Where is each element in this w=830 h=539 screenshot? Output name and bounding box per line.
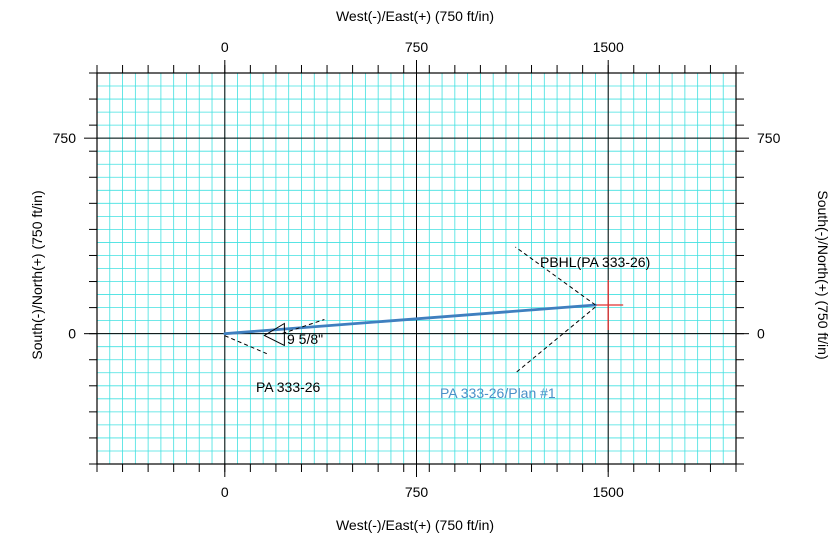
plot-frame bbox=[96, 72, 737, 465]
x-tick-label-top: 750 bbox=[405, 39, 429, 55]
annotation-well: PA 333-26 bbox=[256, 379, 321, 395]
y-axis-label-left: South(-)/North(+) (750 ft/in) bbox=[29, 190, 45, 359]
casing-marker bbox=[263, 322, 285, 347]
series-line-plan bbox=[223, 303, 597, 336]
x-tick-label-top: 0 bbox=[221, 39, 229, 55]
annotation-pbhl: PBHL(PA 333-26) bbox=[540, 254, 650, 270]
annotation-plan: PA 333-26/Plan #1 bbox=[440, 385, 556, 401]
x-axis-label-top: West(-)/East(+) (750 ft/in) bbox=[336, 8, 494, 24]
y-tick-label-left: 0 bbox=[68, 326, 76, 342]
leader-plan bbox=[515, 306, 596, 374]
axes bbox=[96, 72, 737, 465]
y-tick-label-left: 750 bbox=[53, 130, 77, 146]
x-tick-label-bottom: 1500 bbox=[593, 484, 624, 500]
marks: PBHL(PA 333-26) 9 5/8" PA 333-26 PA 333-26/… bbox=[223, 246, 650, 401]
x-tick-label-top: 1500 bbox=[593, 39, 624, 55]
y-tick-label-right: 750 bbox=[757, 130, 781, 146]
y-axis-label-right: South(-)/North(+) (750 ft/in) bbox=[815, 190, 830, 359]
y-tick-label-right: 0 bbox=[757, 326, 765, 342]
x-tick-label-bottom: 0 bbox=[221, 484, 229, 500]
ticks: 0 0 750 750 1500 1500 0 0 750 750 bbox=[53, 39, 781, 500]
leader-casing bbox=[282, 319, 325, 334]
leader-pbhl bbox=[515, 246, 596, 306]
x-axis-label-bottom: West(-)/East(+) (750 ft/in) bbox=[336, 517, 494, 533]
leader-origin bbox=[224, 335, 267, 355]
x-tick-label-bottom: 750 bbox=[405, 484, 429, 500]
annotation-casing: 9 5/8" bbox=[287, 331, 323, 347]
